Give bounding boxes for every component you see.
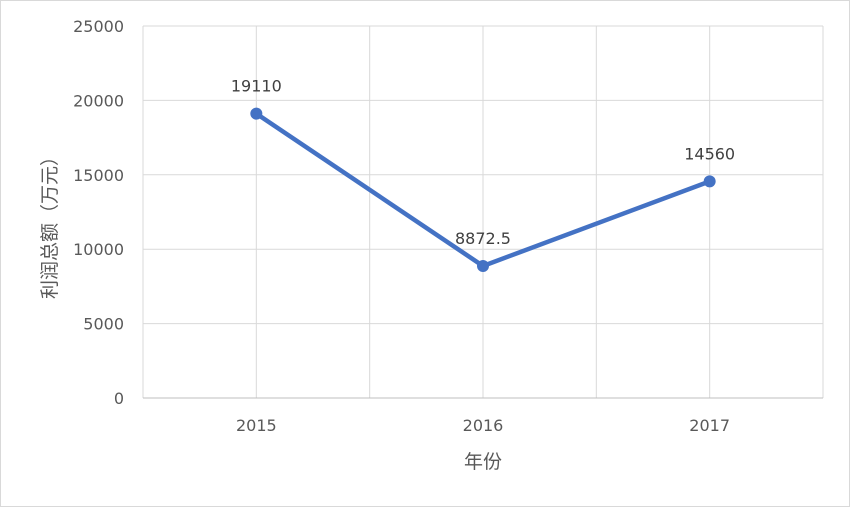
data-point bbox=[703, 175, 716, 188]
x-tick-label: 2016 bbox=[463, 416, 504, 435]
x-axis-ticks: 2015 2016 2017 bbox=[236, 416, 730, 435]
x-tick-label: 2017 bbox=[689, 416, 730, 435]
y-tick-label: 25000 bbox=[73, 17, 124, 36]
y-tick-label: 5000 bbox=[83, 315, 124, 334]
data-point bbox=[250, 107, 263, 120]
y-tick-label: 10000 bbox=[73, 240, 124, 259]
y-tick-label: 0 bbox=[114, 389, 124, 408]
data-labels: 19110 8872.5 14560 bbox=[231, 77, 735, 248]
x-tick-label: 2015 bbox=[236, 416, 277, 435]
data-label: 8872.5 bbox=[455, 229, 511, 248]
y-axis-title: 利润总额（万元） bbox=[39, 147, 61, 299]
y-tick-label: 15000 bbox=[73, 166, 124, 185]
y-tick-label: 20000 bbox=[73, 91, 124, 110]
x-axis-title: 年份 bbox=[464, 451, 502, 473]
y-axis-ticks: 0 5000 10000 15000 20000 25000 bbox=[73, 17, 124, 408]
data-label: 19110 bbox=[231, 77, 282, 96]
data-label: 14560 bbox=[684, 144, 735, 163]
data-point bbox=[477, 259, 489, 272]
series-layer bbox=[250, 107, 716, 272]
gridlines bbox=[142, 25, 824, 399]
